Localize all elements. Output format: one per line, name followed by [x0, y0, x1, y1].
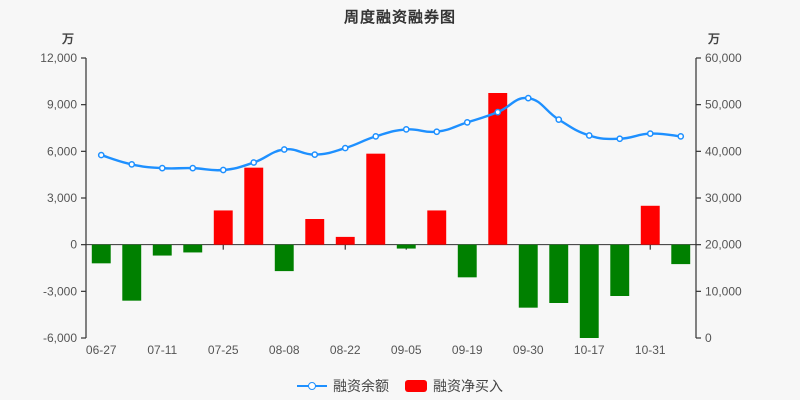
line-marker	[372, 133, 380, 140]
svg-text:9,000: 9,000	[47, 98, 77, 112]
svg-text:-6,000: -6,000	[43, 331, 77, 345]
svg-text:10-31: 10-31	[635, 343, 666, 357]
svg-text:12,000: 12,000	[40, 51, 77, 65]
line-marker-icon	[297, 380, 327, 392]
line-marker	[158, 164, 166, 172]
line-marker	[189, 164, 197, 172]
line-marker	[433, 128, 441, 136]
line-marker	[646, 130, 654, 137]
line-marker	[524, 94, 532, 102]
bar	[335, 236, 355, 245]
bar	[610, 244, 630, 296]
svg-text:09-30: 09-30	[513, 343, 544, 357]
bar	[183, 244, 203, 253]
legend-item-line[interactable]: 融资余额	[297, 376, 389, 396]
bar-swatch-icon	[405, 380, 427, 392]
chart-canvas: 12,000 9,000 6,000 3,000 0 -3,000 -6,000 60,00…	[40, 51, 742, 357]
svg-text:50,000: 50,000	[705, 98, 742, 112]
line-marker	[494, 108, 502, 116]
svg-text:07-25: 07-25	[208, 343, 239, 357]
right-axis: 60,000 50,000 40,000 30,000 20,000 10,000 0	[695, 51, 742, 345]
svg-text:0: 0	[705, 331, 712, 345]
svg-text:40,000: 40,000	[705, 144, 742, 158]
bar	[122, 244, 142, 301]
svg-text:-3,000: -3,000	[43, 284, 77, 298]
line-marker	[677, 133, 685, 140]
legend-label-balance: 融资余额	[333, 378, 389, 394]
line-marker	[402, 126, 410, 133]
legend-item-bar[interactable]: 融资净买入	[405, 376, 503, 396]
svg-text:30,000: 30,000	[705, 191, 742, 205]
svg-text:07-11: 07-11	[147, 343, 177, 357]
bar	[152, 244, 172, 256]
left-axis-unit: 万	[62, 32, 75, 46]
line-marker	[311, 151, 319, 158]
svg-text:6,000: 6,000	[47, 144, 77, 158]
line-marker	[463, 119, 471, 126]
bar	[305, 219, 325, 245]
svg-text:08-08: 08-08	[269, 343, 300, 357]
bar	[671, 244, 691, 265]
line-marker	[250, 159, 258, 166]
line-marker	[97, 151, 105, 159]
svg-text:08-22: 08-22	[330, 343, 361, 357]
bar	[396, 244, 416, 249]
svg-text:20,000: 20,000	[705, 238, 742, 252]
chart-legend: 融资余额 融资净买入	[0, 376, 800, 396]
line-marker	[616, 135, 624, 143]
line-marker	[280, 146, 288, 153]
chart-title: 周度融资融券图	[343, 9, 456, 26]
bar	[427, 210, 447, 245]
bar	[244, 167, 264, 245]
line-series	[97, 94, 685, 174]
bar	[579, 244, 599, 338]
svg-text:0: 0	[70, 238, 77, 252]
bar	[91, 244, 111, 264]
svg-text:09-05: 09-05	[391, 343, 422, 357]
bar	[549, 244, 569, 303]
line-marker	[585, 132, 593, 139]
bar	[518, 244, 538, 308]
left-axis: 12,000 9,000 6,000 3,000 0 -3,000 -6,000	[40, 51, 87, 345]
svg-text:60,000: 60,000	[705, 51, 742, 65]
svg-text:10,000: 10,000	[705, 284, 742, 298]
x-axis: 06-27 07-11 07-25 08-08 08-22 09-05 09-19 09-30…	[86, 244, 696, 357]
bar	[274, 244, 294, 272]
line-marker	[555, 116, 563, 123]
line-marker	[341, 144, 349, 152]
svg-text:10-17: 10-17	[574, 343, 605, 357]
svg-text:09-19: 09-19	[452, 343, 483, 357]
bar	[640, 205, 660, 245]
line-marker	[219, 166, 227, 174]
bar	[213, 210, 233, 245]
legend-label-netbuy: 融资净买入	[433, 378, 503, 394]
right-axis-unit: 万	[708, 32, 721, 46]
bar	[488, 93, 508, 245]
line-marker	[128, 161, 136, 168]
bar-series	[91, 93, 691, 338]
svg-text:06-27: 06-27	[86, 343, 117, 357]
svg-text:3,000: 3,000	[47, 191, 77, 205]
line-path	[100, 96, 682, 172]
bar	[366, 153, 386, 245]
bar	[457, 244, 477, 278]
